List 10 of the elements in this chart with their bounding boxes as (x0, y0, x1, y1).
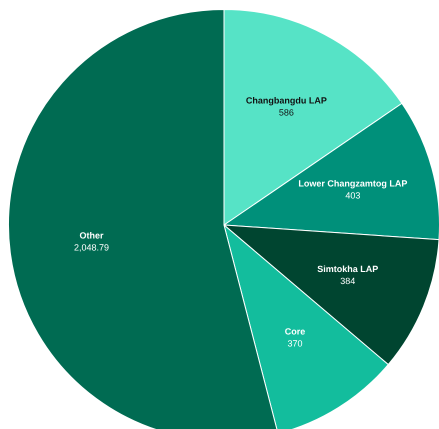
slice-label: Lower Changzamtog LAP (298, 178, 408, 188)
slice-label: Other (79, 230, 104, 240)
slice-label: Changbangdu LAP (246, 95, 327, 106)
data-label: 370 (287, 338, 302, 349)
data-label: 586 (278, 107, 294, 118)
data-label: 2,048.79 (74, 242, 109, 252)
slice-label: Core (284, 326, 306, 337)
data-label: 403 (345, 190, 360, 200)
slice-label: Simtokha LAP (317, 264, 378, 274)
data-label: 384 (340, 276, 356, 286)
